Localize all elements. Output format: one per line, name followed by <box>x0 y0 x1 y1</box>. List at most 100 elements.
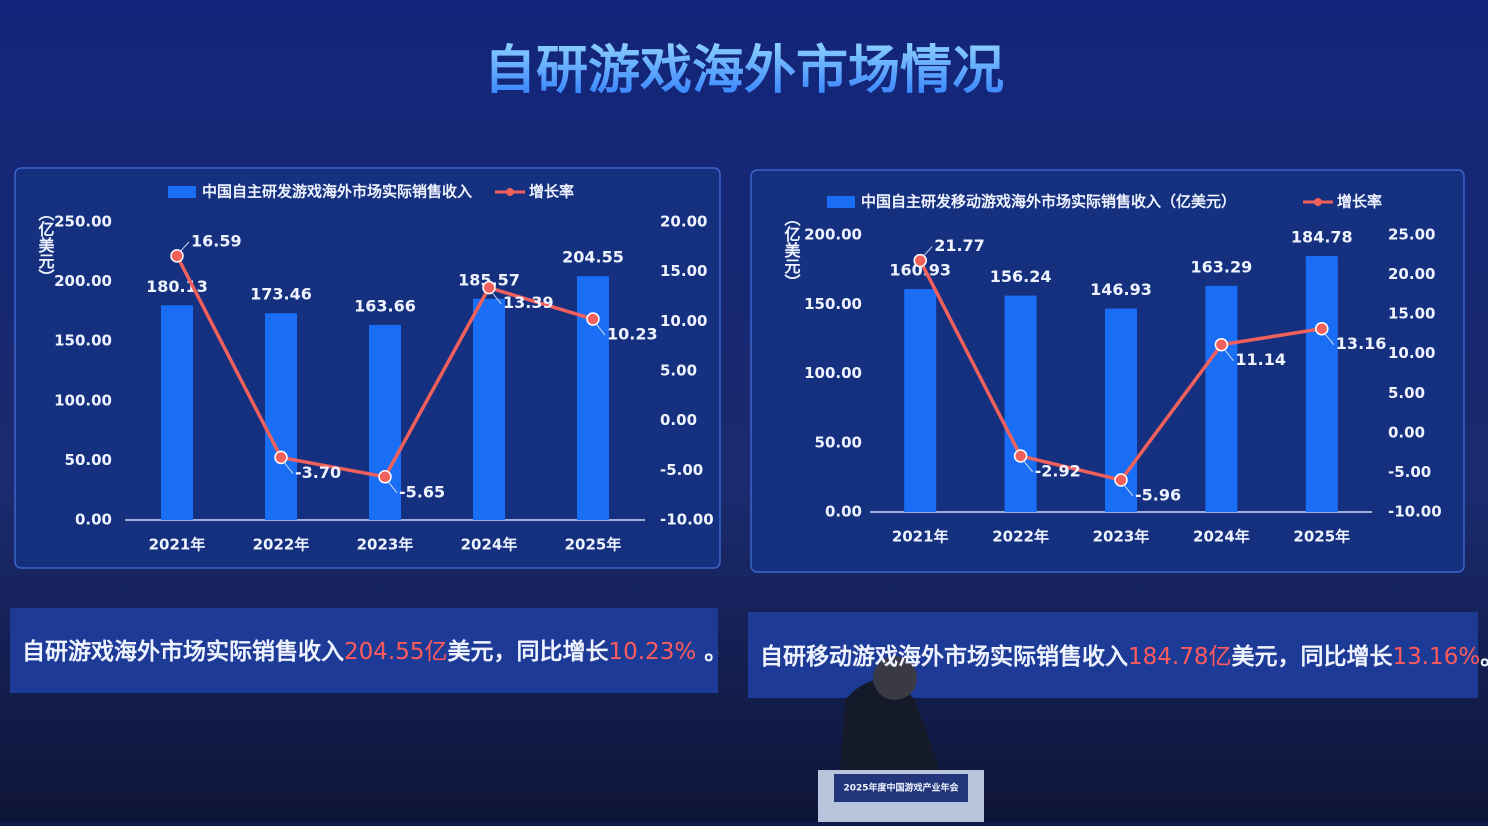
growth-value-label: 21.77 <box>934 236 985 255</box>
growth-point <box>482 280 496 295</box>
legend-label: 增长率 <box>529 183 574 201</box>
y2-tick-label: 5.00 <box>660 362 697 380</box>
growth-point <box>274 450 288 465</box>
y2-tick-label: 15.00 <box>1388 305 1435 323</box>
y2-tick-label: -5.00 <box>1388 463 1431 481</box>
legend-label: 中国自主研发游戏海外市场实际销售收入 <box>202 183 472 201</box>
y-tick-label: 0.00 <box>825 503 862 521</box>
bar-value-label: 163.29 <box>1191 257 1253 276</box>
label-leader <box>595 323 606 336</box>
growth-point <box>170 249 184 263</box>
y2-tick-label: 25.00 <box>1388 226 1435 244</box>
growth-value-label: 13.16 <box>1336 334 1387 353</box>
caption-part: 10.23% <box>608 639 696 665</box>
label-leader <box>1224 349 1234 362</box>
y-tick-label: 100.00 <box>804 364 862 382</box>
label-leader <box>922 246 933 257</box>
bar <box>265 313 297 520</box>
bar-value-label: 163.66 <box>354 296 416 315</box>
bar <box>1305 256 1338 512</box>
bar <box>1004 295 1037 512</box>
y-axis-label: （亿美元） <box>782 210 801 290</box>
growth-value-label: 16.59 <box>191 231 242 250</box>
bar-value-label: 184.78 <box>1291 228 1353 247</box>
label-leader <box>1123 484 1134 497</box>
y2-tick-label: 10.00 <box>660 312 707 330</box>
caption-part: 自研移动游戏海外市场实际销售收入 <box>760 643 1128 670</box>
bar-value-label: 146.93 <box>1090 280 1152 299</box>
bar <box>473 298 505 520</box>
y2-tick-label: 5.00 <box>1388 384 1425 402</box>
growth-point <box>1013 449 1028 463</box>
slide-title: 自研游戏海外市场情况 <box>484 41 1004 101</box>
growth-value-label: -5.96 <box>1135 486 1181 505</box>
label-leader <box>283 461 294 474</box>
bar-value-label: 185.57 <box>458 270 520 289</box>
speaker-head <box>873 656 917 700</box>
caption-part: 美元，同比增长 <box>1231 643 1393 670</box>
legend-swatch <box>168 186 196 198</box>
podium-text: 2025年度中国游戏产业年会 <box>843 782 959 794</box>
x-tick-label: 2025年 <box>565 536 622 554</box>
x-tick-label: 2022年 <box>992 528 1049 546</box>
x-tick-label: 2021年 <box>892 528 949 546</box>
bar <box>1205 285 1238 512</box>
bar-value-label: 156.24 <box>990 267 1052 286</box>
caption-part: 13.16% <box>1392 644 1480 670</box>
y2-tick-label: 20.00 <box>1388 265 1435 283</box>
bar-value-label: 173.46 <box>250 285 312 304</box>
growth-value-label: -5.65 <box>399 482 445 501</box>
y2-tick-label: 0.00 <box>660 411 697 429</box>
caption-part: 。 <box>696 639 727 665</box>
x-tick-label: 2023年 <box>1093 528 1150 546</box>
y2-tick-label: 10.00 <box>1388 344 1435 362</box>
y-tick-label: 150.00 <box>54 332 112 350</box>
label-leader <box>1324 333 1335 346</box>
growth-value-label: 11.14 <box>1235 350 1286 369</box>
y-tick-label: 100.00 <box>54 391 112 409</box>
x-tick-label: 2024年 <box>1193 528 1250 546</box>
bar-value-label: 160.93 <box>889 261 951 280</box>
label-leader <box>387 481 398 494</box>
x-tick-label: 2024年 <box>461 536 518 554</box>
caption-part: 。 <box>1480 644 1488 670</box>
chart-panel <box>14 167 721 569</box>
y-axis-label: （亿美元） <box>36 205 55 285</box>
growth-value-label: 13.39 <box>503 293 554 312</box>
caption: 自研游戏海外市场实际销售收入204.55亿美元，同比增长10.23% 。 <box>22 638 727 665</box>
caption-box <box>10 608 718 693</box>
y-tick-label: 50.00 <box>815 433 862 451</box>
bar <box>904 289 937 512</box>
y2-tick-label: -10.00 <box>1388 503 1442 521</box>
y2-tick-label: -5.00 <box>660 461 703 479</box>
y-tick-label: 50.00 <box>65 451 112 469</box>
growth-point <box>1114 473 1128 487</box>
y-tick-label: 0.00 <box>75 511 112 529</box>
x-tick-label: 2023年 <box>357 536 414 554</box>
caption-part: 184.78亿 <box>1128 644 1231 670</box>
legend-swatch <box>1314 198 1322 206</box>
caption-part: 204.55亿 <box>344 639 447 665</box>
growth-value-label: -2.92 <box>1035 461 1081 480</box>
legend-swatch <box>827 196 855 208</box>
y-tick-label: 200.00 <box>804 226 862 244</box>
y2-tick-label: 15.00 <box>660 262 707 280</box>
label-leader <box>491 292 502 304</box>
legend-label: 增长率 <box>1337 193 1382 211</box>
caption-part: 美元，同比增长 <box>447 638 609 665</box>
x-tick-label: 2021年 <box>149 536 206 554</box>
legend-label: 中国自主研发移动游戏海外市场实际销售收入（亿美元） <box>861 193 1236 211</box>
x-tick-label: 2025年 <box>1293 528 1350 546</box>
growth-point <box>586 312 600 326</box>
growth-value-label: -3.70 <box>295 463 341 482</box>
growth-value-label: 10.23 <box>607 325 658 344</box>
bar <box>161 305 193 520</box>
y-tick-label: 250.00 <box>54 213 112 231</box>
bar <box>369 324 401 520</box>
y-tick-label: 200.00 <box>54 272 112 290</box>
podium-sign <box>834 774 968 802</box>
y-tick-label: 150.00 <box>804 295 862 313</box>
speaker <box>840 680 940 770</box>
growth-point <box>378 470 392 484</box>
